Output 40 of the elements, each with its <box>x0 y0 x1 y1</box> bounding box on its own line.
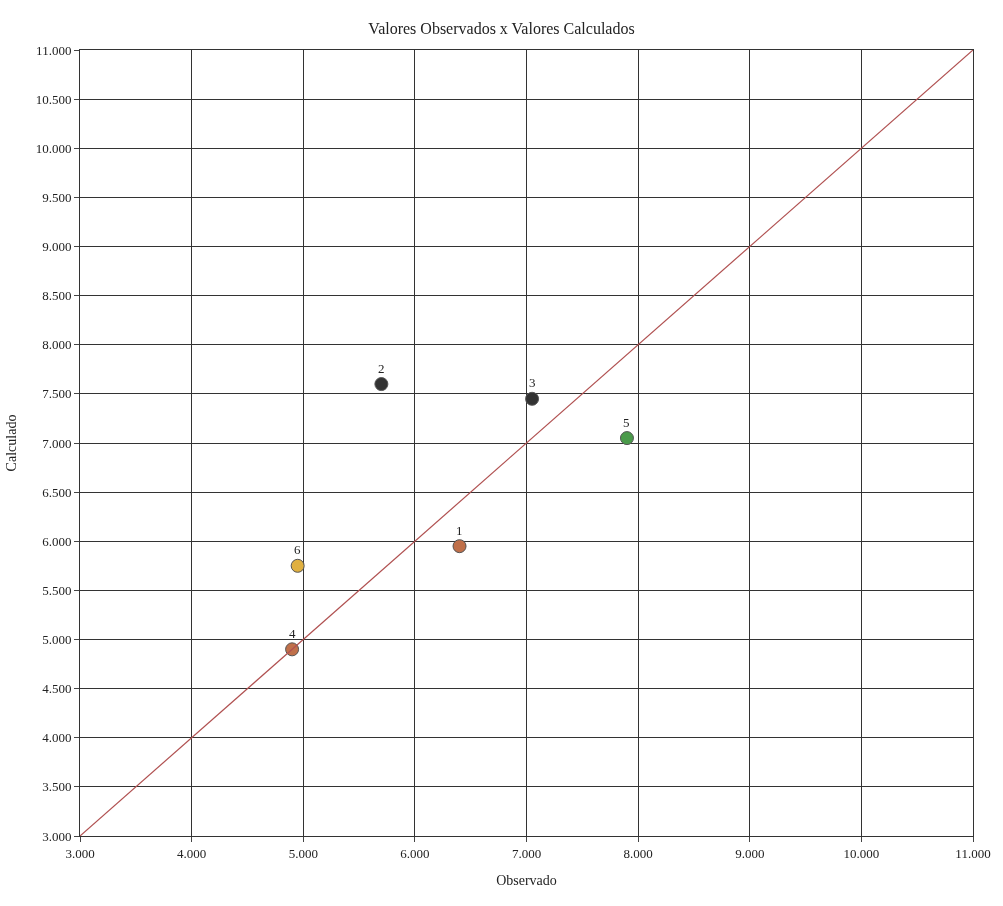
y-tick-label: 11.000 <box>36 42 72 58</box>
x-tick-label: 3.000 <box>65 845 95 861</box>
x-tick-label: 6.000 <box>400 845 430 861</box>
x-tick-label: 7.000 <box>511 845 542 861</box>
annotation: 6 <box>294 542 301 557</box>
x-tick-label: 5.000 <box>288 845 318 861</box>
y-tick-label: 9.000 <box>42 239 72 255</box>
annotation: 2 <box>378 361 385 376</box>
y-tick-label: 6.000 <box>42 533 72 549</box>
y-tick-label: 9.500 <box>42 189 72 205</box>
y-tick-label: 8.000 <box>42 337 72 353</box>
x-tick-label: 10.000 <box>843 845 880 861</box>
x-tick-label: 8.000 <box>623 845 653 861</box>
x-tick-label: 11.000 <box>955 845 991 861</box>
chart-title: Valores Observados x Valores Calculados <box>368 19 635 37</box>
x-tick-label: 9.000 <box>735 845 765 861</box>
y-tick-label: 7.500 <box>42 386 72 402</box>
y-tick-label: 3.500 <box>42 779 72 795</box>
y-tick-label: 4.000 <box>42 730 72 746</box>
y-tick-label: 4.500 <box>42 681 72 697</box>
point <box>619 431 634 446</box>
y-tick-label: 10.000 <box>35 140 72 156</box>
y-tick-label: 5.000 <box>42 632 72 648</box>
point <box>374 377 389 392</box>
point <box>452 539 467 554</box>
y-tick-label: 8.500 <box>42 288 72 304</box>
y-tick-label: 5.500 <box>42 582 72 598</box>
annotation: 1 <box>456 523 463 538</box>
y-tick-label: 10.500 <box>35 91 72 107</box>
annotation: 4 <box>289 626 296 641</box>
y-tick-label: 7.000 <box>42 435 72 451</box>
annotation: 3 <box>529 375 536 390</box>
y-tick-label: 3.000 <box>42 828 72 844</box>
annotation: 5 <box>623 415 630 430</box>
x-axis-title: Observado <box>496 872 557 888</box>
point <box>525 391 540 406</box>
y-axis-title: Calculado <box>4 414 20 472</box>
x-tick-label: 4.000 <box>177 845 207 861</box>
point <box>290 558 305 573</box>
y-tick-label: 6.500 <box>42 484 72 500</box>
